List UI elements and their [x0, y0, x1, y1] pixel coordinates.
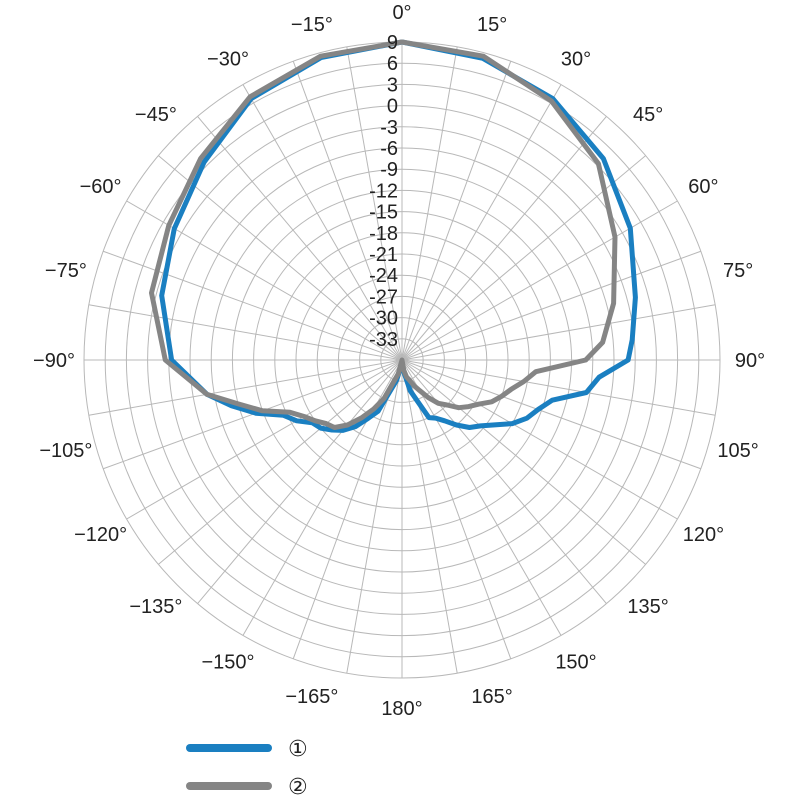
series-line: [149, 39, 618, 430]
radial-tick-label: -6: [380, 138, 398, 160]
angle-label: 135°: [627, 596, 668, 618]
angle-label: −135°: [129, 596, 182, 618]
angle-label: 75°: [723, 260, 753, 282]
legend-label: ①: [288, 737, 308, 762]
radial-tick-label: -9: [380, 159, 398, 181]
angle-label: −30°: [207, 49, 249, 71]
grid-spoke: [401, 359, 646, 565]
angle-label: 60°: [688, 176, 718, 198]
grid-spoke: [401, 84, 562, 361]
legend-label: ②: [288, 775, 308, 800]
angle-label: 150°: [555, 651, 596, 673]
grid-spoke: [401, 359, 701, 470]
grid-spoke: [401, 359, 678, 520]
angle-label: −150°: [201, 651, 254, 673]
angle-label: −90°: [33, 350, 75, 372]
grid-spoke: [103, 250, 403, 361]
angle-label: −165°: [285, 686, 338, 708]
radial-tick-label: -30: [369, 308, 398, 330]
radial-tick-label: -27: [369, 286, 398, 308]
radial-tick-label: 3: [387, 74, 398, 96]
angle-label: 105°: [717, 440, 758, 462]
angle-label: 45°: [633, 104, 663, 126]
angle-label: 0°: [392, 2, 411, 24]
angle-label: −75°: [45, 260, 87, 282]
series-lines: [149, 39, 638, 433]
radial-tick-label: -3: [380, 117, 398, 139]
angle-label: 30°: [561, 49, 591, 71]
grid-spoke: [346, 359, 403, 674]
grid-spoke: [401, 359, 562, 636]
grid-spoke: [158, 155, 403, 361]
legend: ①②: [186, 737, 308, 800]
grid-spoke: [88, 304, 403, 361]
grid-spoke: [401, 61, 512, 361]
grid-spoke: [346, 46, 403, 361]
angle-label: −15°: [291, 14, 333, 36]
grid-spoke: [158, 359, 403, 565]
angle-label: 90°: [735, 350, 765, 372]
grid-spoke: [401, 359, 512, 659]
grid-spoke: [126, 359, 403, 520]
grid-spoke: [401, 359, 458, 674]
radial-tick-label: -24: [369, 265, 398, 287]
grid-spoke: [401, 304, 716, 361]
angle-label: 180°: [381, 698, 422, 720]
grid-spoke: [197, 116, 403, 361]
angle-label: 15°: [477, 14, 507, 36]
grid-spoke: [197, 359, 403, 604]
radial-tick-label: -12: [369, 180, 398, 202]
grid-spoke: [401, 46, 458, 361]
angle-label: −60°: [80, 176, 122, 198]
grid-spoke: [401, 116, 607, 361]
grid-spoke: [292, 359, 403, 659]
radial-tick-label: 9: [387, 32, 398, 54]
angle-label: −105°: [39, 440, 92, 462]
angle-label: 120°: [683, 524, 724, 546]
grid-spoke: [401, 250, 701, 361]
radial-tick-label: -15: [369, 202, 398, 224]
radial-tick-label: -18: [369, 223, 398, 245]
angle-labels: 0° 15° 30° 45° 60° 75° 90° 105° 120° 135° 150° 165°…: [33, 2, 765, 720]
grid-spoke: [292, 61, 403, 361]
radial-tick-label: 6: [387, 53, 398, 75]
angle-label: 165°: [471, 686, 512, 708]
grid-spoke: [242, 84, 403, 361]
grid-spoke: [88, 359, 403, 416]
angle-label: −45°: [135, 104, 177, 126]
radial-tick-label: -21: [369, 244, 398, 266]
grid-spoke: [401, 359, 716, 416]
radial-tick-label: -33: [369, 329, 398, 351]
angle-label: −120°: [74, 524, 127, 546]
radial-tick-label: 0: [387, 96, 398, 118]
